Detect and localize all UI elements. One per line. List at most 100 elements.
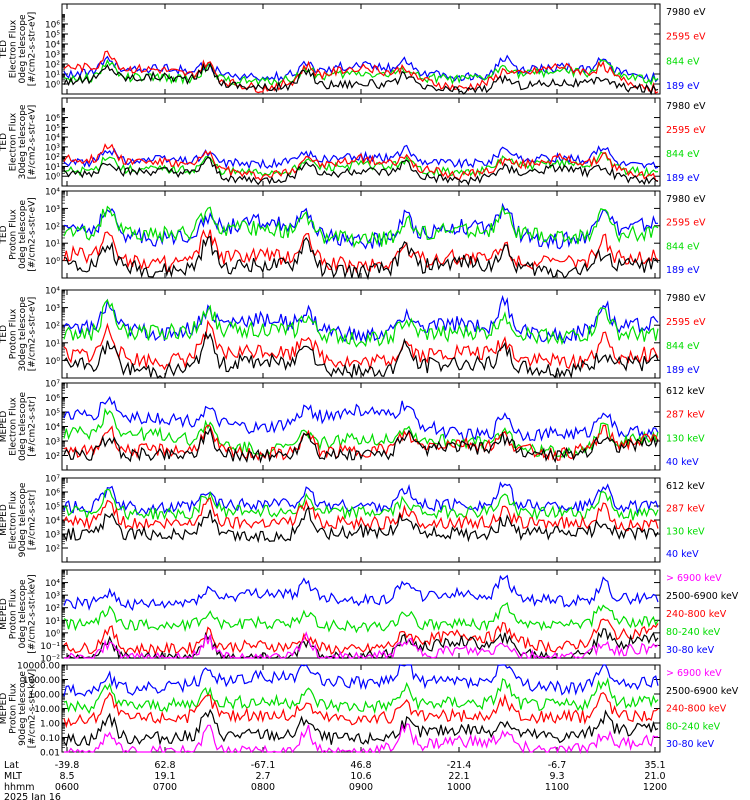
y-tick-label: 10³: [45, 143, 60, 153]
y-tick-label: 10⁶: [45, 21, 60, 31]
x-tick-label-mlt: 22.1: [448, 771, 469, 782]
y-axis-label-line: [#/cm2-s-str-keV]: [28, 574, 38, 653]
legend-entry: 80-240 keV: [666, 627, 721, 638]
y-tick-label: 10⁴: [45, 134, 60, 144]
series-line: [63, 396, 659, 443]
series-trace: [63, 618, 659, 657]
y-axis-label-line: MEPED: [0, 411, 9, 443]
y-tick-label: 10⁶: [45, 114, 60, 124]
legend-entry: 130 keV: [666, 433, 705, 444]
series-trace: [63, 677, 659, 715]
series-line: [63, 677, 659, 715]
y-axis-label: MEPED Proton Flux 0deg telescope [#/cm2-s-s…: [0, 574, 38, 653]
y-axis-label: TED Electron Flux 0deg telescope [#/cm2-s-s…: [0, 12, 38, 87]
x-tick-label-mlt: 2.7: [255, 771, 270, 782]
series-line: [63, 229, 659, 274]
legend-entry: 844 eV: [666, 56, 700, 67]
series-trace: [63, 229, 659, 274]
legend-entry: 40 keV: [666, 549, 699, 560]
legend-entry: 287 keV: [666, 504, 705, 515]
y-axis-label-line: 90deg telescope: [18, 671, 28, 746]
legend-entry: 189 eV: [666, 81, 700, 92]
y-tick-label: 10¹: [45, 163, 60, 173]
y-tick-label: 10³: [45, 51, 60, 61]
x-tick-label-hhmm: 0800: [251, 782, 275, 793]
y-tick-label: 10⁴: [45, 517, 60, 527]
y-axis-label-line: [#/cm2-s-str-keV]: [28, 669, 38, 748]
series-trace: [63, 664, 659, 697]
y-tick-label: 10⁵: [45, 503, 60, 513]
plot-frame: [61, 3, 661, 95]
chart-panel-3: 10⁰ 10¹ 10² 10³ 10⁴ TED Proton Flux 0deg telesc…: [0, 188, 706, 281]
legend-entry: 844 eV: [666, 241, 700, 252]
y-tick-label: 10²: [45, 452, 60, 462]
y-tick-label: 10¹: [45, 617, 60, 627]
x-tick-label-lat: 46.8: [350, 760, 371, 771]
chart-panel-8: 0.010.101.0010.00100.001000.0010000.00ME…: [0, 662, 739, 759]
y-tick-label: 10¹: [45, 240, 60, 250]
legend-entry: 287 keV: [666, 410, 705, 421]
y-tick-label: 10⁴: [45, 188, 60, 198]
series-line: [63, 294, 659, 345]
y-axis-label-line: Proton Flux: [9, 683, 19, 734]
y-axis-label-line: 30deg telescope: [18, 296, 28, 371]
y-axis-label-line: Proton Flux: [9, 308, 19, 359]
legend-entry: 2500-6900 keV: [666, 686, 739, 697]
y-axis-label-line: Electron Flux: [9, 112, 19, 171]
y-axis-label-line: Proton Flux: [9, 209, 19, 260]
series-trace: [63, 156, 659, 186]
series-line: [63, 618, 659, 657]
series-trace: [63, 396, 659, 443]
y-axis-label-line: TED: [0, 325, 9, 344]
series-trace: [63, 143, 659, 182]
plot-frame: [61, 664, 661, 753]
series-trace: [63, 202, 659, 250]
series-line: [63, 601, 659, 634]
series-trace: [63, 505, 659, 544]
x-tick-label-lat: 62.8: [154, 760, 175, 771]
series-line: [63, 205, 659, 249]
y-axis-label-line: [#/cm2-s-str-eV]: [28, 197, 38, 272]
x-tick-label-lat: -6.7: [548, 760, 567, 771]
series-line: [63, 143, 659, 182]
y-axis-label-line: 0deg telescope: [18, 14, 28, 84]
legend-entry: 7980 eV: [666, 7, 706, 18]
y-tick-label: 10²: [45, 61, 60, 71]
y-tick-label: 10³: [45, 304, 60, 314]
y-tick-label: 10²: [45, 322, 60, 332]
legend-entry: 612 keV: [666, 386, 705, 397]
y-tick-label: 10⁻¹: [40, 642, 60, 652]
y-tick-label: 10000.00: [17, 662, 60, 672]
y-tick-label: 0.10: [40, 734, 60, 744]
y-axis-label: TED Proton Flux 30deg telescope [#/cm2-s-st…: [0, 296, 38, 371]
y-axis-label-line: TED: [0, 40, 9, 59]
series-trace: [63, 58, 659, 86]
series-line: [63, 505, 659, 544]
series-line: [63, 62, 659, 96]
y-tick-label: 10⁰: [45, 81, 60, 91]
series-trace: [64, 631, 659, 660]
series-trace: [63, 574, 659, 612]
legend-entry: 40 keV: [666, 457, 699, 468]
y-axis-label-line: 0deg telescope: [18, 200, 28, 270]
series-trace: [63, 426, 659, 464]
legend-entry: 7980 eV: [666, 194, 706, 205]
y-axis-label-line: [#/cm2-s-str-eV]: [28, 12, 38, 87]
series-trace: [64, 723, 659, 755]
y-axis-label-line: [#/cm2-s-str-eV]: [28, 105, 38, 180]
series-line: [64, 631, 659, 660]
series-trace: [63, 407, 659, 458]
x-tick-label-lat: -67.1: [251, 760, 276, 771]
series-line: [63, 50, 659, 94]
y-tick-label: 10⁰: [45, 173, 60, 183]
y-axis-label-line: 30deg telescope: [18, 104, 28, 179]
y-axis-label-line: MEPED: [0, 598, 9, 630]
y-axis-label-line: 0deg telescope: [18, 392, 28, 462]
legend-entry: 2595 eV: [666, 218, 706, 229]
series-line: [63, 319, 659, 371]
series-line: [63, 664, 659, 697]
x-tick-label-mlt: 8.5: [59, 771, 74, 782]
y-tick-label: 10²: [45, 604, 60, 614]
